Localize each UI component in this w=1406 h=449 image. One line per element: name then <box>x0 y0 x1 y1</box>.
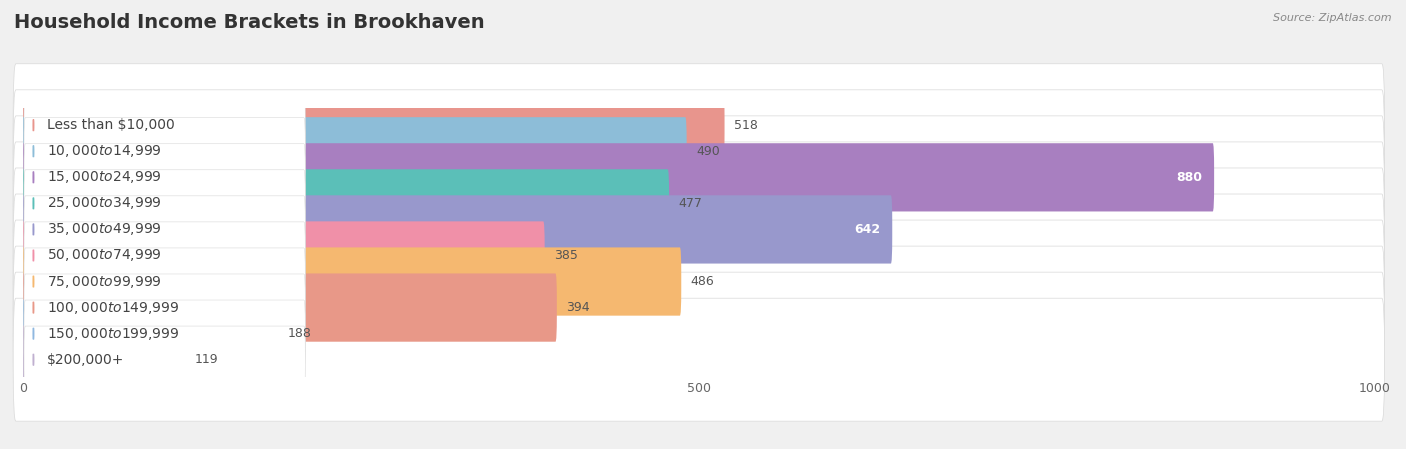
FancyBboxPatch shape <box>24 92 305 159</box>
Text: $25,000 to $34,999: $25,000 to $34,999 <box>46 195 162 211</box>
FancyBboxPatch shape <box>13 220 1385 343</box>
FancyBboxPatch shape <box>21 221 544 290</box>
Text: Household Income Brackets in Brookhaven: Household Income Brackets in Brookhaven <box>14 13 485 32</box>
Text: 642: 642 <box>853 223 880 236</box>
Text: 119: 119 <box>194 353 218 366</box>
FancyBboxPatch shape <box>13 246 1385 369</box>
Text: 385: 385 <box>554 249 578 262</box>
Text: $75,000 to $99,999: $75,000 to $99,999 <box>46 273 162 290</box>
Text: $10,000 to $14,999: $10,000 to $14,999 <box>46 143 162 159</box>
FancyBboxPatch shape <box>13 298 1385 421</box>
Text: 880: 880 <box>1175 171 1202 184</box>
FancyBboxPatch shape <box>24 144 305 211</box>
Text: $200,000+: $200,000+ <box>46 352 124 367</box>
FancyBboxPatch shape <box>24 326 305 393</box>
FancyBboxPatch shape <box>13 116 1385 239</box>
Text: 486: 486 <box>690 275 714 288</box>
Text: 490: 490 <box>696 145 720 158</box>
FancyBboxPatch shape <box>13 90 1385 213</box>
Text: 477: 477 <box>679 197 703 210</box>
FancyBboxPatch shape <box>21 117 686 185</box>
FancyBboxPatch shape <box>21 299 278 368</box>
FancyBboxPatch shape <box>24 118 305 185</box>
FancyBboxPatch shape <box>13 194 1385 317</box>
FancyBboxPatch shape <box>24 222 305 289</box>
Text: $150,000 to $199,999: $150,000 to $199,999 <box>46 326 180 342</box>
Text: Less than $10,000: Less than $10,000 <box>46 118 174 132</box>
Text: $50,000 to $74,999: $50,000 to $74,999 <box>46 247 162 264</box>
Text: 518: 518 <box>734 119 758 132</box>
FancyBboxPatch shape <box>21 143 1215 211</box>
FancyBboxPatch shape <box>24 248 305 315</box>
FancyBboxPatch shape <box>21 273 557 342</box>
FancyBboxPatch shape <box>21 326 186 394</box>
Text: $100,000 to $149,999: $100,000 to $149,999 <box>46 299 180 316</box>
FancyBboxPatch shape <box>13 142 1385 265</box>
FancyBboxPatch shape <box>24 274 305 341</box>
FancyBboxPatch shape <box>21 247 682 316</box>
Text: Source: ZipAtlas.com: Source: ZipAtlas.com <box>1274 13 1392 23</box>
FancyBboxPatch shape <box>21 169 669 238</box>
Text: $35,000 to $49,999: $35,000 to $49,999 <box>46 221 162 238</box>
FancyBboxPatch shape <box>13 272 1385 395</box>
Text: 188: 188 <box>288 327 312 340</box>
Text: $15,000 to $24,999: $15,000 to $24,999 <box>46 169 162 185</box>
FancyBboxPatch shape <box>21 91 724 159</box>
Text: 394: 394 <box>567 301 591 314</box>
FancyBboxPatch shape <box>24 196 305 263</box>
FancyBboxPatch shape <box>13 168 1385 291</box>
FancyBboxPatch shape <box>24 170 305 237</box>
FancyBboxPatch shape <box>21 195 893 264</box>
FancyBboxPatch shape <box>24 300 305 367</box>
FancyBboxPatch shape <box>13 64 1385 187</box>
